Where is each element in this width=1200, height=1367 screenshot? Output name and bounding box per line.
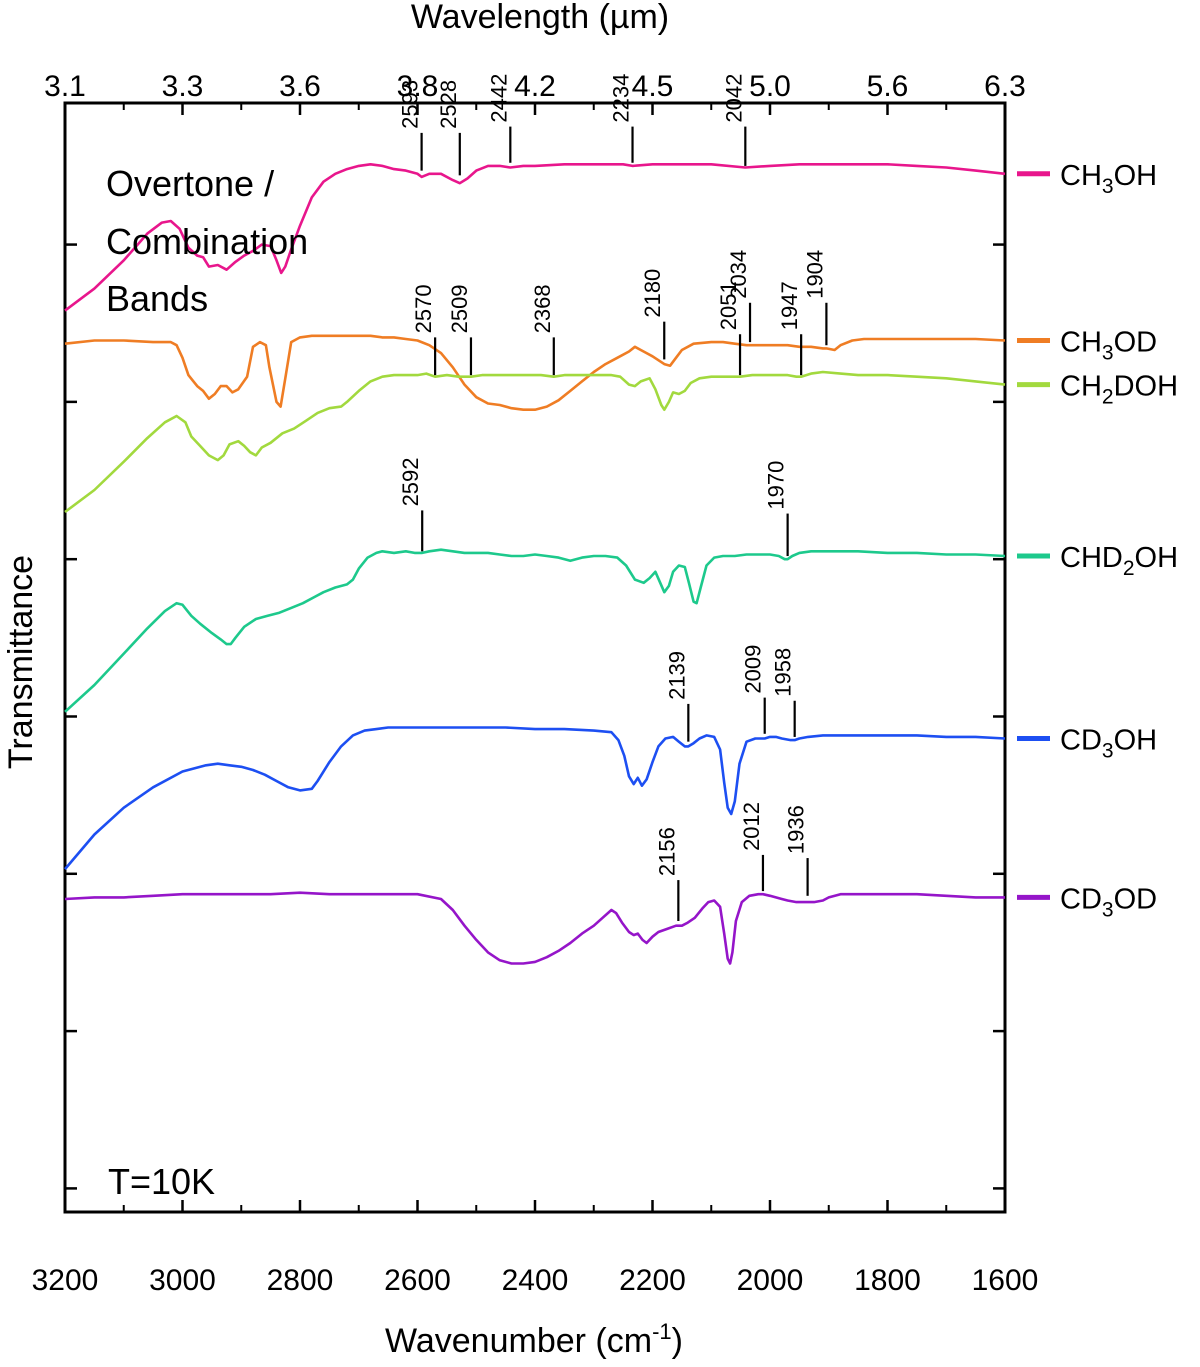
x-tick-label: 1600 — [972, 1264, 1039, 1297]
x2-tick-label: 4.2 — [514, 70, 556, 103]
plot-frame — [63, 101, 1007, 1214]
x2-tick-label: 4.5 — [632, 70, 674, 103]
x-tick-label: 2400 — [502, 1264, 569, 1297]
band-label-1970: 1970 — [764, 461, 789, 510]
band-label-2592: 2592 — [398, 457, 423, 506]
band-label-2156: 2156 — [654, 827, 679, 876]
x2-tick-label: 3.8 — [397, 70, 439, 103]
band-label-2042: 2042 — [721, 74, 746, 123]
series-line-ch3oh — [64, 163, 1006, 312]
band-label-2509: 2509 — [447, 284, 472, 333]
legend-label-cd3oh: CD3OH — [1060, 725, 1157, 763]
band-label-1958: 1958 — [771, 648, 796, 697]
panel-label-line-2: Combination — [106, 221, 308, 262]
temperature-label: T=10K — [108, 1161, 215, 1202]
x2-tick-label: 3.6 — [279, 70, 321, 103]
band-label-2051: 2051 — [716, 281, 741, 330]
band-label-2034: 2034 — [726, 250, 751, 299]
panel-label: Overtone / Combination Bands — [106, 163, 318, 319]
series-line-cd3oh — [64, 726, 1006, 870]
legend-label-ch2doh: CH2DOH — [1060, 371, 1178, 409]
x-tick-label: 3200 — [32, 1264, 99, 1297]
x2-tick-label: 6.3 — [984, 70, 1026, 103]
band-label-2180: 2180 — [640, 269, 665, 318]
band-label-1947: 1947 — [777, 281, 802, 330]
x-tick-label: 2600 — [384, 1264, 451, 1297]
band-label-2009: 2009 — [741, 645, 766, 694]
x2-tick-label: 5.0 — [749, 70, 791, 103]
band-label-2368: 2368 — [530, 284, 555, 333]
series-line-chd2oh — [64, 548, 1006, 713]
legend-label-ch3oh: CH3OH — [1060, 160, 1157, 198]
band-label-2528: 2528 — [436, 80, 461, 129]
panel-label-line-3: Bands — [106, 278, 208, 319]
x2-axis-title: Wavelength (µm) — [411, 0, 669, 36]
y-axis-title: Transmittance — [2, 555, 40, 769]
band-label-1936: 1936 — [784, 805, 809, 854]
band-label-1904: 1904 — [802, 250, 827, 299]
band-label-2442: 2442 — [486, 74, 511, 123]
band-label-2234: 2234 — [609, 74, 634, 123]
band-label-2139: 2139 — [664, 651, 689, 700]
x-tick-label: 1800 — [854, 1264, 921, 1297]
x-tick-label: 2000 — [737, 1264, 804, 1297]
x-axis-title: Wavenumber (cm-1) — [385, 1319, 683, 1360]
series-line-ch3od — [64, 334, 1006, 411]
series-line-cd3od — [64, 891, 1005, 965]
x-tick-label: 2200 — [619, 1264, 686, 1297]
x2-tick-label: 3.3 — [162, 70, 204, 103]
panel-label-line-1: Overtone / — [106, 163, 274, 204]
x-tick-label: 2800 — [267, 1264, 334, 1297]
band-label-2012: 2012 — [739, 802, 764, 851]
series-line-ch2doh — [64, 370, 1006, 514]
legend-label-chd2oh: CHD2OH — [1060, 542, 1178, 580]
x2-tick-label: 3.1 — [44, 70, 86, 103]
x-tick-label: 3000 — [149, 1264, 216, 1297]
legend-label-ch3od: CH3OD — [1060, 327, 1157, 365]
band-label-2570: 2570 — [411, 284, 436, 333]
x2-tick-label: 5.6 — [867, 70, 909, 103]
legend-label-cd3od: CD3OD — [1060, 883, 1157, 921]
